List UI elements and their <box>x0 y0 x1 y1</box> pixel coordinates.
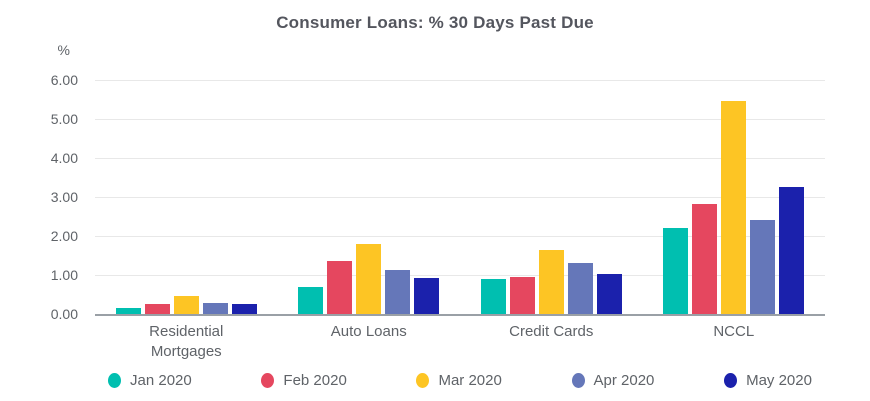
bar <box>596 274 622 314</box>
gridline <box>95 119 825 120</box>
legend-item-feb-2020: Feb 2020 <box>261 372 347 389</box>
bar-group-residential-mortgages <box>95 80 278 314</box>
y-tick-label: 3.00 <box>50 189 78 205</box>
bar <box>779 187 805 314</box>
gridline <box>95 197 825 198</box>
bar <box>356 243 382 314</box>
bar <box>750 219 776 314</box>
bar <box>509 276 535 314</box>
legend-label: Jan 2020 <box>130 372 192 389</box>
bar <box>692 203 718 314</box>
legend-swatch-icon <box>261 373 275 388</box>
gridline <box>95 236 825 237</box>
legend-swatch-icon <box>571 373 585 388</box>
gridline <box>95 275 825 276</box>
bar <box>480 278 506 314</box>
y-tick-label: 0.00 <box>50 306 78 322</box>
y-tick-label: 5.00 <box>50 111 78 127</box>
bar <box>298 286 324 314</box>
y-tick-label: 1.00 <box>50 267 78 283</box>
bar <box>663 228 689 314</box>
legend-label: May 2020 <box>746 372 812 389</box>
bar <box>115 308 141 314</box>
bar <box>202 303 228 314</box>
y-tick-label: 2.00 <box>50 228 78 244</box>
bar <box>144 304 170 314</box>
bar <box>385 270 411 314</box>
x-category-label: Residential Mortgages <box>149 323 224 361</box>
x-category-label: Auto Loans <box>330 323 407 340</box>
legend-swatch-icon <box>108 373 121 388</box>
bar <box>173 296 199 314</box>
x-axis-category-labels: Residential Mortgages Auto Loans Credit Ca… <box>95 322 825 363</box>
legend: Jan 2020 Feb 2020 Mar 2020 Apr 2020 May 2020 <box>108 372 812 389</box>
x-category-label: NCCL <box>713 323 755 340</box>
bar <box>327 260 353 314</box>
chart-title: Consumer Loans: % 30 Days Past Due <box>276 13 594 32</box>
legend-swatch-icon <box>724 373 738 388</box>
legend-label: Apr 2020 <box>593 372 655 389</box>
legend-item-apr-2020: Apr 2020 <box>571 372 655 389</box>
bar-group-nccl <box>643 80 826 314</box>
bar <box>538 249 564 314</box>
legend-swatch-icon <box>416 373 430 388</box>
bar-group-auto-loans <box>278 80 461 314</box>
x-category-label: Credit Cards <box>509 323 594 340</box>
gridline <box>95 158 825 159</box>
bar-groups <box>95 80 825 314</box>
bar <box>721 101 747 314</box>
y-axis-unit-label: % <box>57 42 70 58</box>
plot-area <box>95 80 825 316</box>
legend-label: Mar 2020 <box>438 372 502 389</box>
legend-item-jan-2020: Jan 2020 <box>108 372 192 389</box>
legend-label: Feb 2020 <box>283 372 347 389</box>
legend-item-may-2020: May 2020 <box>724 372 812 389</box>
legend-item-mar-2020: Mar 2020 <box>416 372 502 389</box>
y-tick-label: 4.00 <box>50 150 78 166</box>
bar-group-credit-cards <box>460 80 643 314</box>
y-tick-label: 6.00 <box>50 72 78 88</box>
gridline <box>95 80 825 81</box>
bar <box>231 304 257 314</box>
bar <box>567 263 593 314</box>
bar <box>414 277 440 314</box>
